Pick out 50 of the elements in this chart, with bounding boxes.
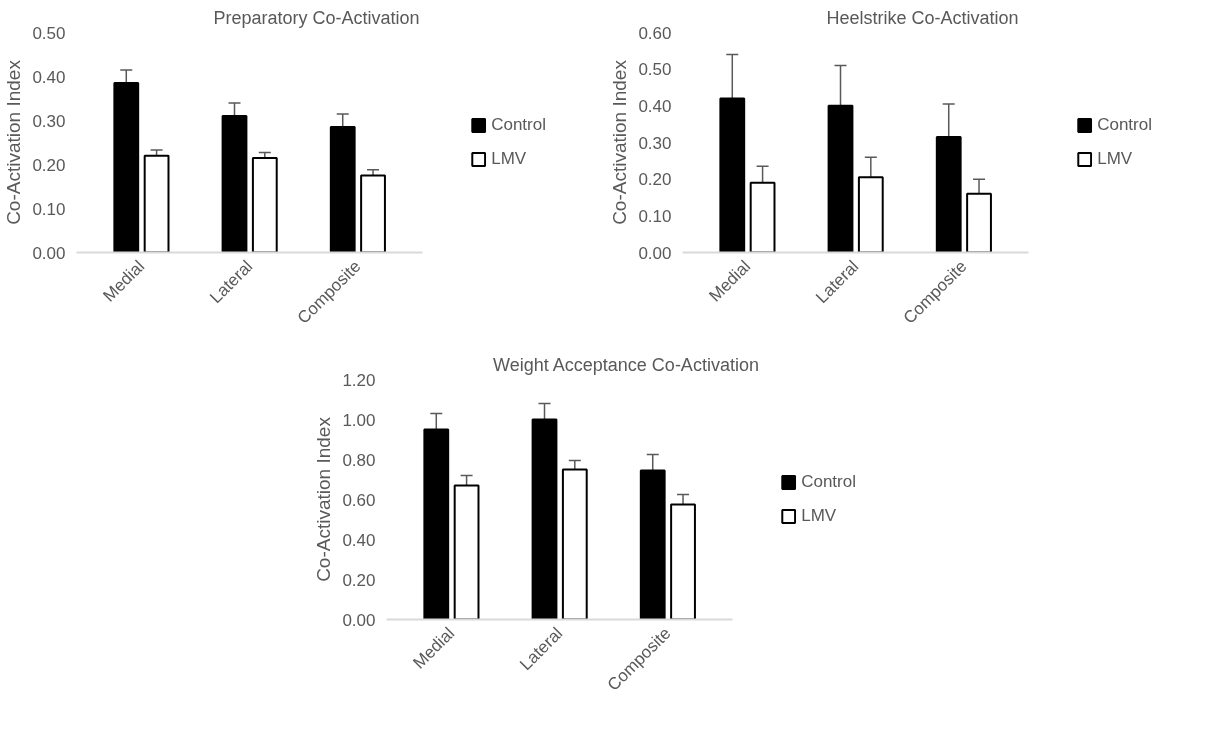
bar [423,428,450,620]
chart-title: Weight Acceptance Co-Activation [493,354,759,375]
y-tick-label: 0.40 [342,530,376,550]
y-axis-title: Co-Activation Index [3,59,25,225]
legend-label: Control [1097,115,1152,135]
y-tick-label: 0.50 [32,23,66,43]
bar [113,82,140,253]
legend-label: Control [801,472,856,492]
y-tick-label: 0.60 [342,490,376,510]
bar [935,136,962,253]
y-tick-label: 0.30 [32,111,66,131]
y-tick-label: 0.40 [638,96,672,116]
bar [719,97,746,253]
y-tick-label: 0.00 [638,243,672,263]
y-tick-label: 1.00 [342,410,376,430]
bar [561,468,588,620]
y-tick-label: 0.00 [342,610,376,630]
bar [749,181,776,253]
y-tick-label: 0.20 [342,570,376,590]
y-tick-label: 0.20 [32,155,66,175]
bar [670,503,696,620]
bar [360,174,386,253]
bar [827,104,854,253]
legend-label: LMV [801,506,837,526]
y-tick-label: 1.20 [342,370,376,390]
y-axis-title: Co-Activation Index [609,59,631,225]
bar [251,156,278,253]
y-axis-title: Co-Activation Index [313,416,335,582]
bar [857,176,884,253]
y-tick-label: 0.20 [638,170,672,190]
y-tick-label: 0.60 [638,23,672,43]
bar [329,126,356,253]
y-tick-label: 0.00 [32,243,66,263]
y-tick-label: 0.10 [32,199,66,219]
chart-title: Preparatory Co-Activation [213,7,420,28]
bar [966,192,992,253]
bar [453,484,480,620]
y-tick-label: 0.80 [342,450,376,470]
legend-label: Control [491,115,546,135]
y-tick-label: 0.30 [638,133,672,153]
bar [639,469,666,620]
legend-label: LMV [1097,149,1133,169]
y-tick-label: 0.10 [638,206,672,226]
bar [531,418,558,620]
y-tick-label: 0.40 [32,67,66,87]
bar [221,115,248,253]
legend-label: LMV [491,149,527,169]
y-tick-label: 0.50 [638,60,672,80]
chart-title: Heelstrike Co-Activation [826,7,1019,28]
bar [143,154,170,253]
